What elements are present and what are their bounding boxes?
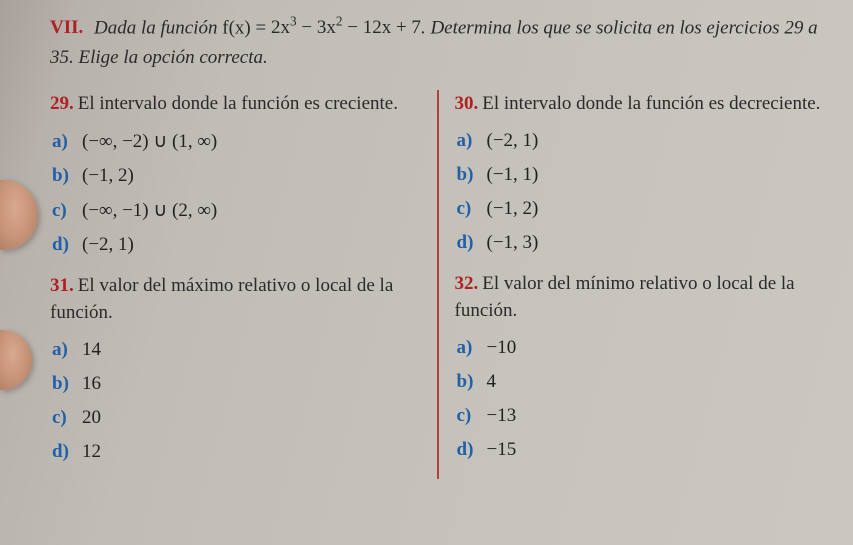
option-c: c) (−∞, −1) ∪ (2, ∞) [52, 199, 419, 222]
option-label: c) [457, 405, 487, 427]
option-text: 20 [82, 407, 101, 429]
option-text: 16 [82, 373, 101, 395]
question-text: El valor del mínimo relativo o local de … [455, 273, 795, 322]
question-number: 32. [455, 273, 479, 294]
option-label: a) [52, 131, 82, 153]
question-stem: 30.El intervalo donde la función es decr… [455, 90, 824, 118]
option-label: b) [457, 371, 487, 393]
option-text: (−2, 1) [487, 130, 539, 152]
right-column: 30.El intervalo donde la función es decr… [435, 90, 824, 479]
option-text: 4 [487, 371, 497, 393]
question-text: El valor del máximo relativo o local de … [50, 275, 393, 324]
option-d: d) 12 [52, 441, 419, 463]
option-label: b) [52, 165, 82, 187]
option-text: (−∞, −2) ∪ (1, ∞) [82, 130, 217, 153]
section-number: VII. [50, 17, 83, 38]
option-label: c) [52, 200, 82, 222]
question-32: 32.El valor del mínimo relativo o local … [455, 270, 824, 461]
option-label: d) [52, 234, 82, 256]
question-31: 31.El valor del máximo relativo o local … [50, 272, 419, 463]
header-text-before: Dada la función [94, 17, 222, 38]
option-b: b) (−1, 1) [457, 164, 824, 186]
options-list: a) (−2, 1) b) (−1, 1) c) (−1, 2) d) (−1,… [455, 130, 824, 254]
column-divider [437, 90, 439, 479]
question-number: 30. [455, 93, 479, 114]
option-text: −13 [487, 405, 517, 427]
option-label: b) [52, 373, 82, 395]
option-a: a) (−2, 1) [457, 130, 824, 152]
option-text: (−1, 2) [82, 165, 134, 187]
option-b: b) (−1, 2) [52, 165, 419, 187]
question-text: El intervalo donde la función es decreci… [482, 93, 820, 114]
option-label: c) [457, 198, 487, 220]
left-column: 29.El intervalo donde la función es crec… [50, 90, 435, 479]
option-d: d) −15 [457, 439, 824, 461]
option-a: a) 14 [52, 339, 419, 361]
question-number: 29. [50, 93, 74, 114]
options-list: a) (−∞, −2) ∪ (1, ∞) b) (−1, 2) c) (−∞, … [50, 130, 419, 256]
option-c: c) −13 [457, 405, 824, 427]
option-label: d) [52, 441, 82, 463]
option-label: c) [52, 407, 82, 429]
question-29: 29.El intervalo donde la función es crec… [50, 90, 419, 256]
option-text: (−1, 3) [487, 232, 539, 254]
option-label: d) [457, 439, 487, 461]
option-text: −10 [487, 337, 517, 359]
option-b: b) 16 [52, 373, 419, 395]
function-lhs: f(x) = [222, 17, 271, 38]
option-label: d) [457, 232, 487, 254]
question-stem: 31.El valor del máximo relativo o local … [50, 272, 419, 327]
option-b: b) 4 [457, 371, 824, 393]
option-c: c) (−1, 2) [457, 198, 824, 220]
option-a: a) (−∞, −2) ∪ (1, ∞) [52, 130, 419, 153]
question-stem: 29.El intervalo donde la función es crec… [50, 90, 419, 118]
options-list: a) −10 b) 4 c) −13 d) −15 [455, 337, 824, 461]
option-text: (−1, 1) [487, 164, 539, 186]
option-label: a) [52, 339, 82, 361]
page-content: VII. Dada la función f(x) = 2x3 − 3x2 − … [0, 0, 853, 489]
option-d: d) (−1, 3) [457, 232, 824, 254]
option-a: a) −10 [457, 337, 824, 359]
question-text: El intervalo donde la función es crecien… [78, 93, 398, 114]
option-d: d) (−2, 1) [52, 234, 419, 256]
option-text: −15 [487, 439, 517, 461]
option-text: (−∞, −1) ∪ (2, ∞) [82, 199, 217, 222]
option-text: 12 [82, 441, 101, 463]
question-stem: 32.El valor del mínimo relativo o local … [455, 270, 824, 325]
function-expression: 2x3 − 3x2 − 12x + 7 [271, 17, 421, 38]
option-c: c) 20 [52, 407, 419, 429]
option-label: a) [457, 130, 487, 152]
option-text: 14 [82, 339, 101, 361]
option-text: (−2, 1) [82, 234, 134, 256]
two-column-layout: 29.El intervalo donde la función es crec… [50, 90, 823, 479]
options-list: a) 14 b) 16 c) 20 d) 12 [50, 339, 419, 463]
question-30: 30.El intervalo donde la función es decr… [455, 90, 824, 254]
section-header: VII. Dada la función f(x) = 2x3 − 3x2 − … [50, 12, 823, 72]
question-number: 31. [50, 275, 74, 296]
option-label: a) [457, 337, 487, 359]
option-text: (−1, 2) [487, 198, 539, 220]
option-label: b) [457, 164, 487, 186]
